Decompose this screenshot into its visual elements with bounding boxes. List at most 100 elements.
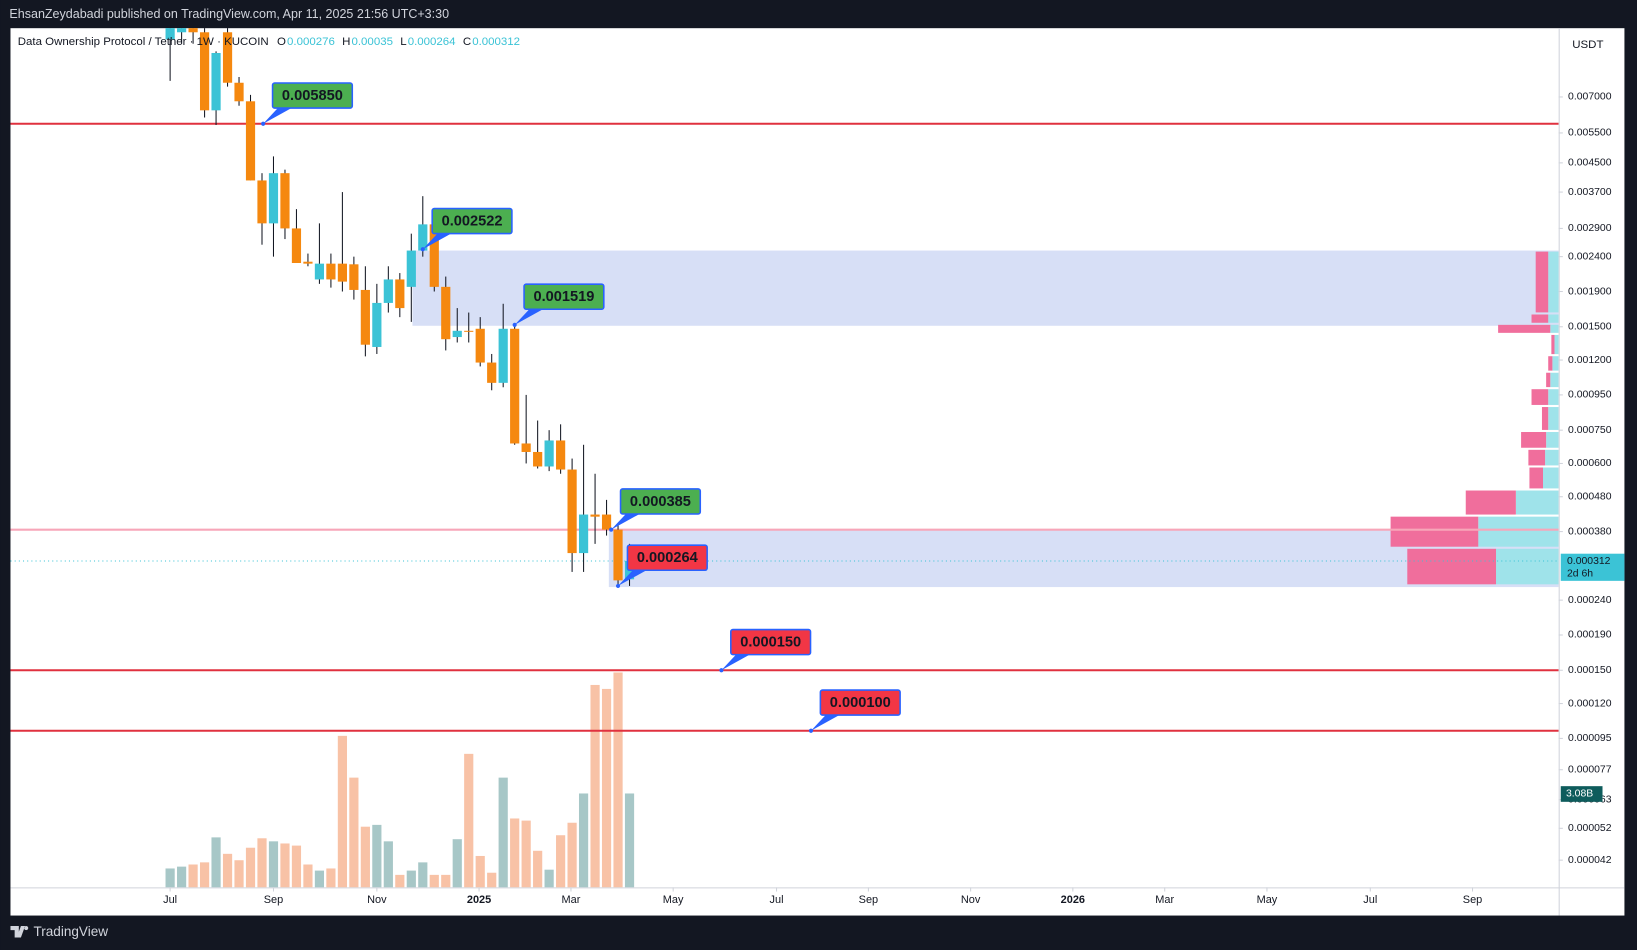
volume-bar — [418, 862, 428, 888]
x-tick-label: Sep — [1463, 894, 1483, 906]
profile-up — [1545, 449, 1559, 466]
candle-body — [337, 263, 347, 282]
x-tick-label: Jul — [770, 894, 784, 906]
candle-body — [498, 328, 508, 383]
volume-bar — [337, 735, 347, 888]
profile-down — [1465, 490, 1516, 515]
profile-up — [1552, 356, 1559, 371]
candle-body — [533, 451, 543, 467]
volume-bar — [510, 818, 520, 888]
candle-body — [188, 28, 198, 33]
volume-bar — [222, 853, 233, 888]
volume-bar — [452, 839, 462, 888]
profile-up — [1543, 467, 1559, 489]
profile-down — [1541, 407, 1549, 430]
profile-down — [1407, 548, 1497, 585]
volume-bar — [601, 688, 612, 888]
volume-bar — [314, 870, 325, 888]
volume-bar — [578, 793, 589, 888]
y-tick-label: 0.000240 — [1568, 595, 1612, 606]
currency-label[interactable]: USDT — [1572, 39, 1603, 51]
plot-layer — [165, 28, 635, 588]
y-tick-label: 0.000052 — [1568, 823, 1612, 834]
candle-body — [395, 279, 405, 309]
candle-body — [199, 32, 210, 111]
candle-body — [280, 173, 290, 229]
volume-bar — [372, 824, 382, 888]
annotation-label: 0.000385 — [630, 494, 691, 510]
candle-body — [406, 250, 416, 287]
profile-up — [1478, 516, 1559, 547]
legend-ohlc-value: 0.000276 — [287, 36, 335, 48]
candle-body — [429, 224, 439, 287]
annotation-label: 0.001519 — [533, 289, 594, 305]
annotation-box — [819, 689, 901, 716]
y-tick-label: 0.003700 — [1568, 187, 1612, 198]
profile-down — [1528, 449, 1546, 466]
candle-body — [475, 328, 485, 363]
footer-brand[interactable]: TradingView — [33, 924, 108, 939]
legend-ohlc-label: L — [400, 36, 406, 48]
x-tick-label: Nov — [367, 894, 387, 906]
y-tick-label: 0.000190 — [1568, 630, 1612, 641]
candle-body — [177, 28, 187, 33]
candle-body — [613, 529, 623, 581]
candle-body — [165, 28, 175, 40]
y-tick-label: 0.002900 — [1568, 223, 1612, 234]
annotation-label: 0.000264 — [637, 550, 699, 566]
candle-body — [245, 101, 256, 181]
volume-bar — [188, 864, 198, 888]
chart-area — [10, 28, 1625, 916]
y-tick-label: 0.000950 — [1568, 390, 1612, 401]
candle-body — [418, 224, 428, 251]
volume-bar — [429, 874, 439, 888]
annotation-anchor — [808, 728, 814, 733]
y-tick-label: 0.002400 — [1568, 251, 1612, 262]
candle-body — [521, 443, 531, 452]
candle-body — [383, 279, 393, 303]
volume-bar — [165, 868, 175, 888]
y-tick-label: 0.000750 — [1568, 425, 1612, 436]
y-tick-label: 0.001900 — [1568, 286, 1612, 297]
legend-ohlc-label: H — [342, 36, 350, 48]
publish-info: EhsanZeydabadi published on TradingView.… — [9, 7, 449, 21]
annotation-box — [626, 544, 708, 572]
last-price-box — [1560, 553, 1625, 581]
candle-body — [211, 52, 221, 111]
volume-label: 3.08B — [1566, 789, 1593, 800]
candle-body — [326, 263, 336, 280]
annotation-anchor — [609, 527, 614, 532]
volume-bar — [590, 684, 600, 888]
candle-body — [590, 514, 600, 517]
volume-bar — [567, 822, 577, 888]
legend-ohlc-value: 0.000312 — [472, 36, 520, 48]
annotation-box — [523, 283, 605, 311]
candle-body — [487, 362, 497, 383]
volume-bar — [533, 850, 543, 888]
profile-down — [1390, 516, 1479, 547]
annotation-box — [431, 207, 513, 235]
volume-bar — [177, 866, 187, 888]
annotation-pointer — [263, 107, 294, 124]
volume-bar — [199, 862, 210, 888]
overlay-layer: Data Ownership Protocol / Tether · 1W · … — [18, 36, 1625, 906]
candle-body — [268, 173, 279, 224]
profile-down — [1548, 356, 1553, 371]
volume-bar — [613, 672, 623, 888]
volume-bar — [464, 753, 474, 888]
y-tick-label: 0.004500 — [1568, 158, 1612, 169]
candle-body — [464, 330, 474, 332]
volume-bar — [245, 847, 256, 888]
candle-body — [556, 440, 566, 470]
x-tick-label: Jul — [1363, 894, 1377, 906]
countdown-label: 2d 6h — [1567, 568, 1593, 579]
volume-bar — [521, 820, 531, 888]
x-tick-label: Jul — [163, 894, 177, 906]
candle-body — [257, 180, 267, 224]
candle-body — [222, 32, 233, 83]
volume-bar — [544, 869, 554, 888]
profile-up — [1550, 372, 1559, 388]
annotation-label: 0.005850 — [282, 88, 343, 104]
annotation-anchor — [719, 668, 724, 673]
candle-body — [360, 289, 370, 345]
